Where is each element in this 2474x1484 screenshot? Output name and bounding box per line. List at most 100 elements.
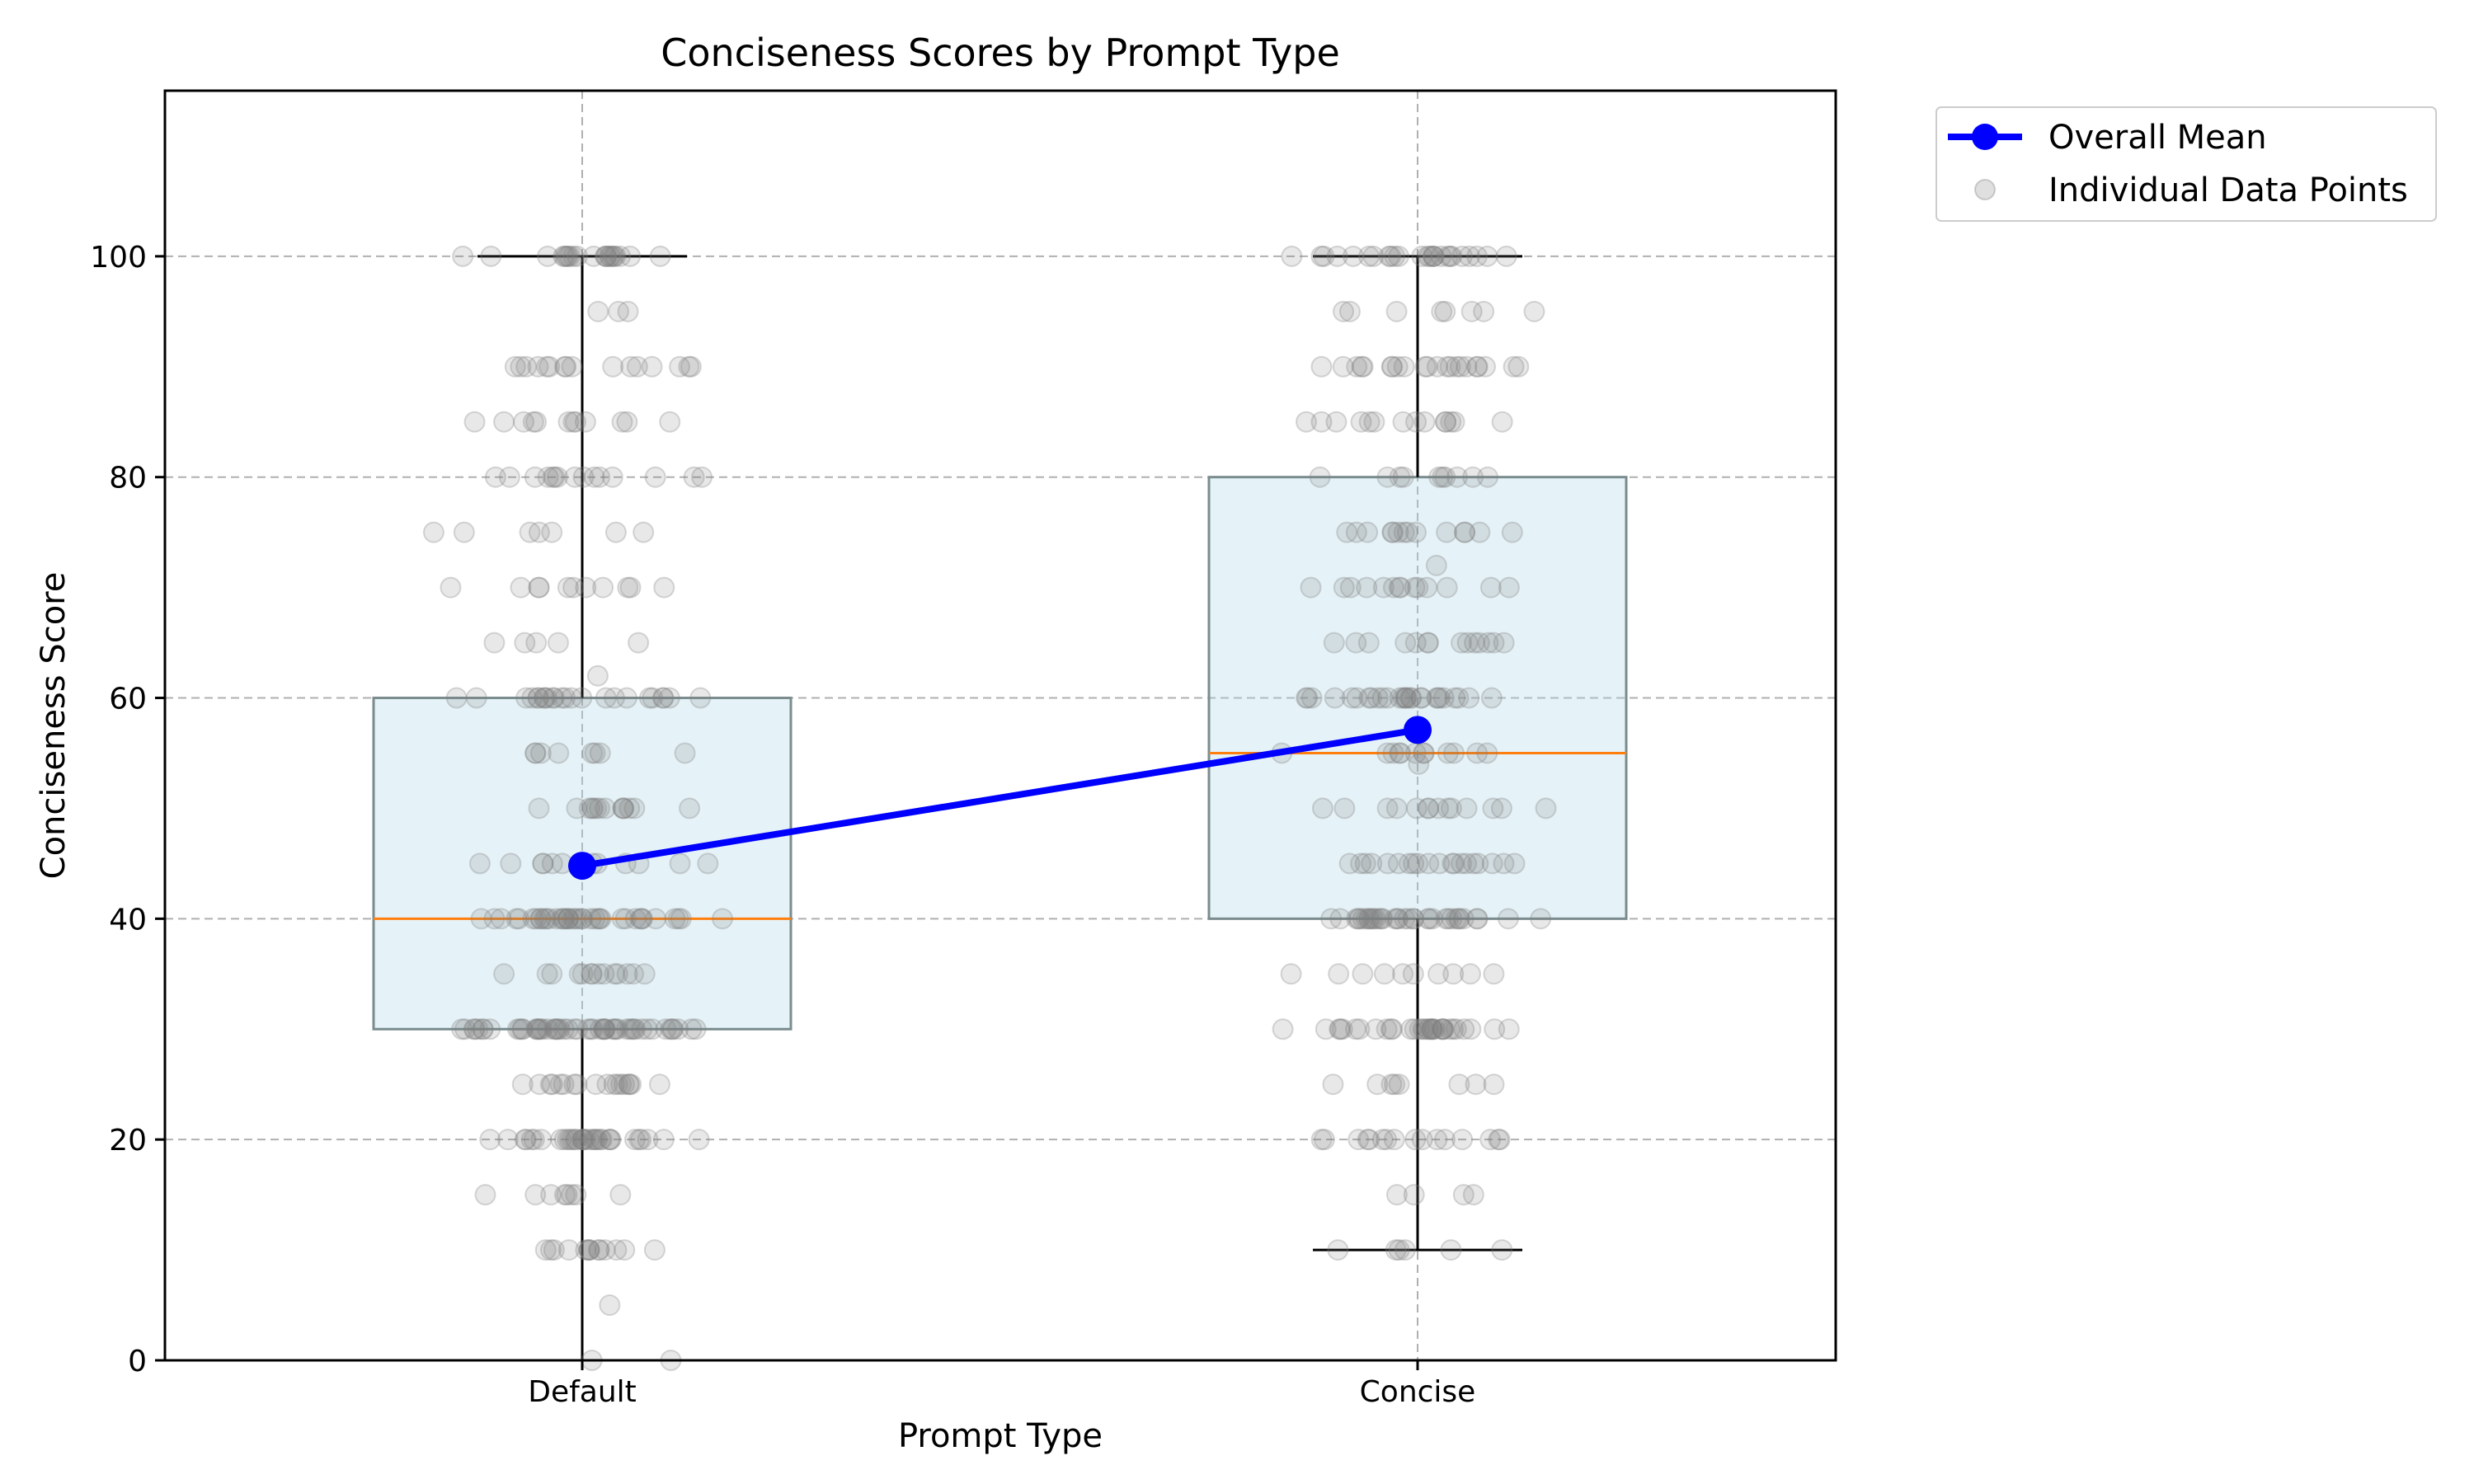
data-point — [1445, 908, 1467, 930]
data-point — [536, 1018, 558, 1040]
data-point — [1493, 632, 1515, 654]
data-point — [1448, 1073, 1470, 1096]
data-point — [1394, 908, 1416, 930]
data-point — [541, 521, 563, 543]
data-point — [1345, 1018, 1367, 1040]
data-point — [1432, 687, 1455, 709]
data-point — [616, 1018, 638, 1040]
data-point — [1380, 1073, 1403, 1096]
data-point — [1362, 908, 1385, 930]
data-point — [1396, 521, 1418, 543]
data-point — [554, 687, 576, 709]
data-point — [557, 411, 580, 433]
data-point — [1453, 1018, 1475, 1040]
data-point — [610, 1073, 633, 1096]
data-point — [1441, 908, 1463, 930]
data-point — [574, 411, 596, 433]
data-point — [578, 1239, 600, 1261]
data-point — [1434, 300, 1456, 322]
mean-marker — [1404, 716, 1432, 744]
data-point — [1381, 355, 1404, 378]
data-point — [1411, 1129, 1433, 1151]
data-point — [1382, 742, 1404, 764]
data-point — [623, 963, 645, 985]
data-point — [1399, 687, 1422, 709]
data-point — [526, 1018, 548, 1040]
data-point — [638, 687, 661, 709]
data-point — [1454, 521, 1476, 543]
data-point — [1483, 963, 1505, 985]
data-point — [680, 355, 702, 378]
data-point — [1362, 245, 1385, 267]
data-point — [1413, 742, 1435, 764]
data-point — [1462, 466, 1484, 488]
data-point — [1371, 908, 1393, 930]
data-point — [1483, 1073, 1505, 1096]
data-point — [1482, 797, 1504, 819]
data-point — [1422, 245, 1444, 267]
data-point — [1352, 963, 1374, 985]
data-point — [620, 1073, 642, 1096]
data-point — [571, 963, 594, 985]
data-point — [557, 1129, 579, 1151]
data-point — [1341, 687, 1363, 709]
data-point — [527, 355, 549, 378]
data-point — [1392, 963, 1414, 985]
data-point — [531, 1018, 553, 1040]
data-point — [1333, 576, 1355, 599]
data-point — [623, 1018, 645, 1040]
data-point — [589, 908, 611, 930]
data-point — [1498, 576, 1520, 599]
data-point — [1436, 576, 1458, 599]
data-point — [1421, 1018, 1443, 1040]
data-point — [1417, 908, 1439, 930]
data-point — [568, 963, 590, 985]
data-point — [619, 245, 642, 267]
data-point — [564, 908, 586, 930]
data-point — [561, 355, 583, 378]
data-point — [1404, 576, 1426, 599]
data-point — [1413, 742, 1435, 764]
data-point — [1467, 852, 1489, 875]
data-point — [1345, 521, 1367, 543]
data-point — [498, 466, 520, 488]
data-point — [1523, 300, 1545, 322]
data-point — [602, 1018, 624, 1040]
data-point — [1418, 245, 1441, 267]
data-point — [553, 245, 575, 267]
data-point — [1352, 908, 1374, 930]
data-point — [613, 797, 635, 819]
data-point — [594, 1239, 616, 1261]
data-point — [1402, 963, 1424, 985]
data-point — [624, 908, 647, 930]
data-point — [1460, 300, 1483, 322]
data-point — [612, 797, 634, 819]
data-point — [1476, 245, 1498, 267]
data-point — [543, 687, 565, 709]
data-point — [522, 908, 544, 930]
data-point — [463, 1018, 486, 1040]
data-point — [1416, 576, 1438, 599]
data-point — [1466, 742, 1489, 764]
x-axis-ticks: Default Concise — [528, 1360, 1475, 1409]
data-point — [593, 963, 615, 985]
data-point — [674, 742, 696, 764]
data-point — [422, 521, 444, 543]
data-point — [562, 245, 585, 267]
data-point — [1350, 852, 1372, 875]
data-point — [582, 797, 604, 819]
data-point — [1388, 1239, 1410, 1261]
data-point — [1468, 632, 1490, 654]
data-point — [553, 245, 576, 267]
data-point — [1376, 466, 1399, 488]
data-point — [605, 1239, 628, 1261]
data-point — [1310, 245, 1333, 267]
data-point — [1507, 355, 1530, 378]
data-point — [563, 1018, 586, 1040]
data-point — [1385, 1184, 1408, 1206]
data-point — [511, 1018, 534, 1040]
data-point — [557, 908, 579, 930]
data-point — [1413, 1018, 1436, 1040]
data-point — [595, 245, 617, 267]
